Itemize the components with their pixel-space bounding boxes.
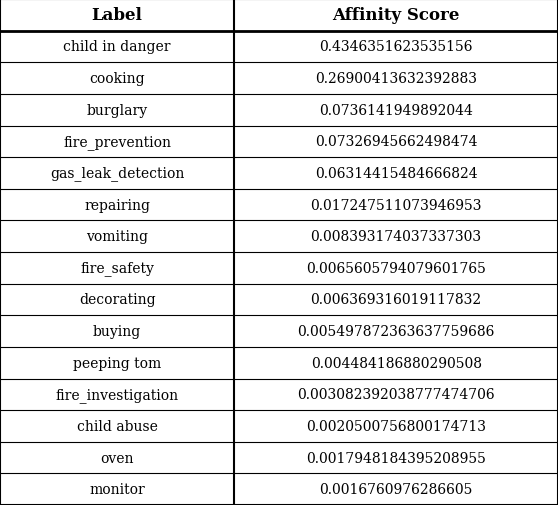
Text: burglary: burglary (86, 104, 148, 118)
Text: fire_prevention: fire_prevention (63, 135, 171, 149)
Text: Affinity Score: Affinity Score (333, 7, 460, 24)
Text: 0.004484186880290508: 0.004484186880290508 (311, 356, 482, 370)
Text: fire_safety: fire_safety (80, 261, 154, 276)
Text: 0.0065605794079601765: 0.0065605794079601765 (306, 261, 486, 275)
Text: gas_leak_detection: gas_leak_detection (50, 166, 184, 181)
Text: child abuse: child abuse (77, 419, 157, 433)
Text: 0.06314415484666824: 0.06314415484666824 (315, 167, 478, 181)
Text: 0.005497872363637759686: 0.005497872363637759686 (297, 324, 495, 338)
Text: vomiting: vomiting (86, 230, 148, 244)
Text: 0.0017948184395208955: 0.0017948184395208955 (306, 450, 486, 465)
Text: 0.006369316019117832: 0.006369316019117832 (311, 293, 482, 307)
Text: peeping tom: peeping tom (73, 356, 161, 370)
Text: 0.017247511073946953: 0.017247511073946953 (310, 198, 482, 212)
Text: 0.003082392038777474706: 0.003082392038777474706 (297, 387, 495, 401)
Text: 0.4346351623535156: 0.4346351623535156 (319, 40, 473, 55)
Text: repairing: repairing (84, 198, 150, 212)
Text: oven: oven (100, 450, 134, 465)
Text: fire_investigation: fire_investigation (56, 387, 179, 402)
Text: 0.0016760976286605: 0.0016760976286605 (320, 482, 473, 496)
Text: Label: Label (92, 7, 143, 24)
Text: child in danger: child in danger (64, 40, 171, 55)
Text: buying: buying (93, 324, 141, 338)
Text: 0.0736141949892044: 0.0736141949892044 (319, 104, 473, 118)
Text: 0.26900413632392883: 0.26900413632392883 (315, 72, 477, 86)
Text: 0.0020500756800174713: 0.0020500756800174713 (306, 419, 486, 433)
Text: 0.008393174037337303: 0.008393174037337303 (311, 230, 482, 244)
Text: 0.07326945662498474: 0.07326945662498474 (315, 135, 478, 149)
Text: cooking: cooking (89, 72, 145, 86)
Text: monitor: monitor (89, 482, 145, 496)
Text: decorating: decorating (79, 293, 156, 307)
